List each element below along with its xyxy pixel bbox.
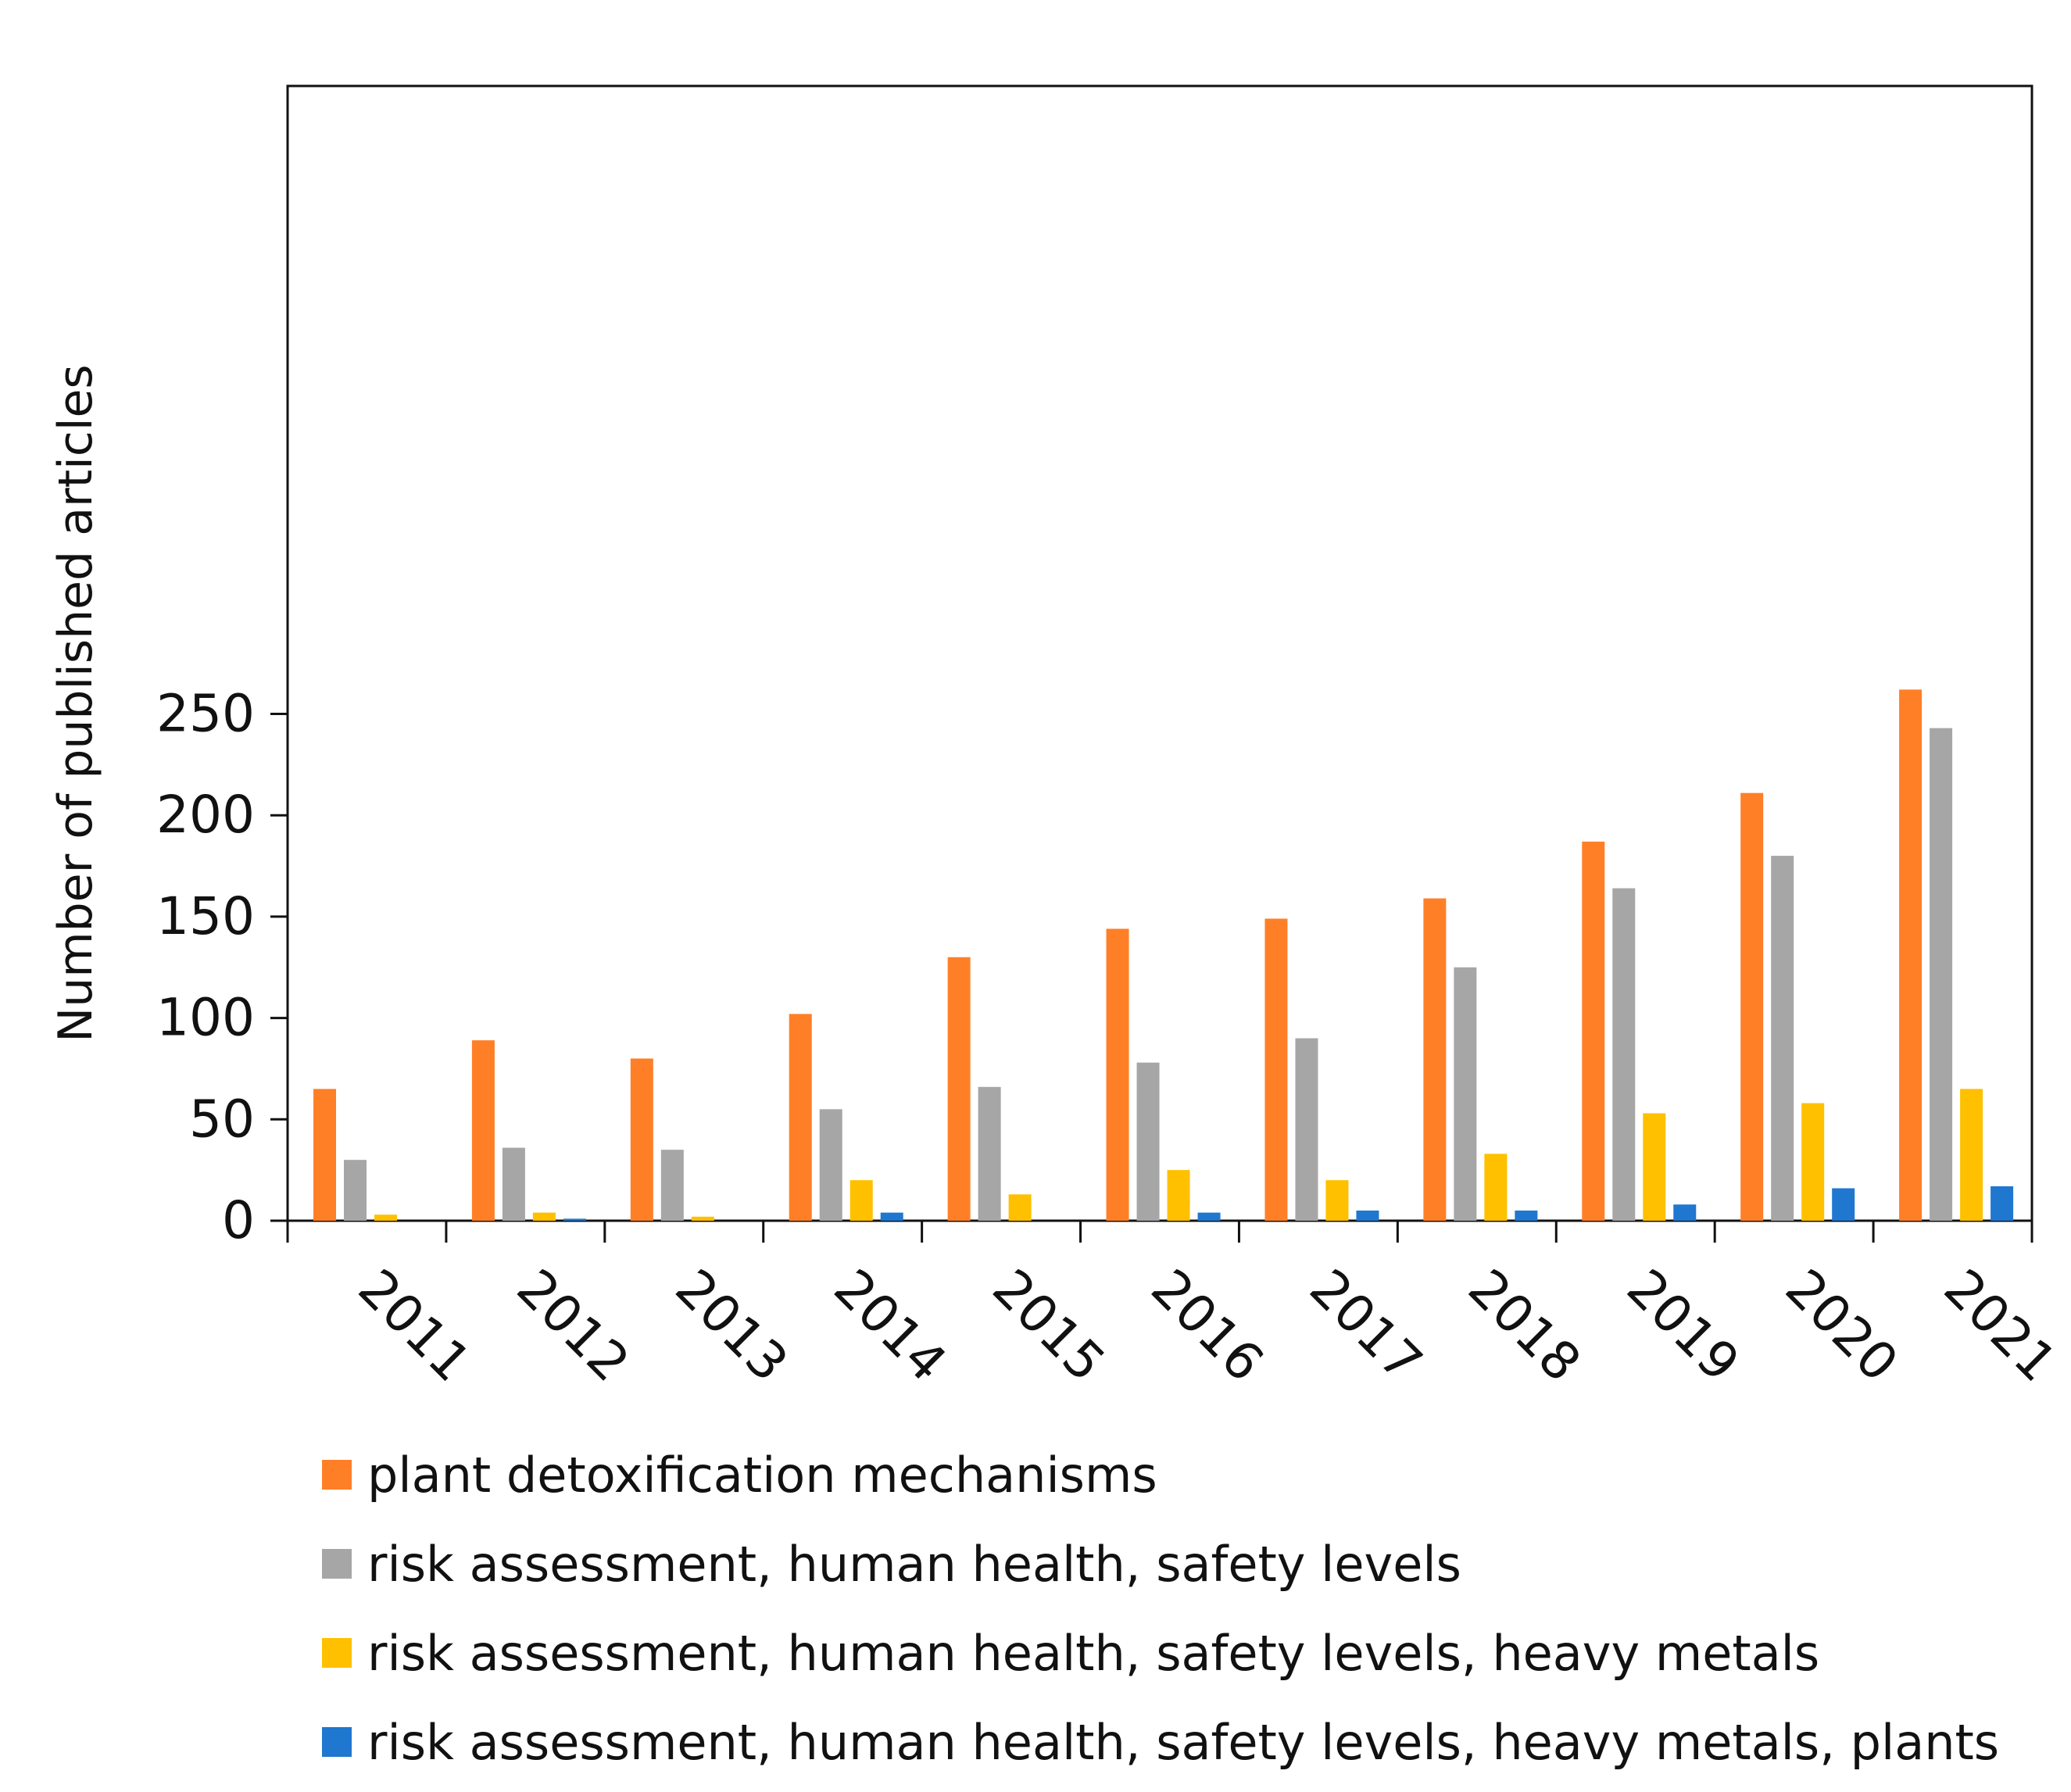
x-tick-label: 2021 xyxy=(1933,1257,2068,1393)
legend-label: risk assessment, human health, safety le… xyxy=(367,1624,1820,1682)
y-tick-label: 250 xyxy=(156,684,255,744)
bar-2019-series-4 xyxy=(1673,1204,1697,1221)
bar-2013-series-3 xyxy=(691,1216,714,1221)
legend-label: risk assessment, human health, safety le… xyxy=(367,1535,1461,1593)
bar-2014-series-2 xyxy=(819,1109,842,1221)
bar-series-group xyxy=(313,689,2014,1221)
bar-2017-series-4 xyxy=(1356,1211,1379,1221)
bar-2017-series-2 xyxy=(1295,1038,1318,1221)
y-axis: 0 50 100 150 200 250 xyxy=(156,684,288,1250)
bar-2018-series-1 xyxy=(1423,898,1447,1221)
y-tick-label: 100 xyxy=(156,988,255,1048)
bar-2014-series-1 xyxy=(789,1014,812,1221)
legend-item: risk assessment, human health, safety le… xyxy=(322,1697,1999,1787)
legend-swatch xyxy=(322,1460,352,1490)
legend-swatch xyxy=(322,1638,352,1668)
x-tick-label: 2012 xyxy=(506,1257,641,1393)
bar-2015-series-1 xyxy=(947,957,971,1221)
legend-label: plant detoxification mechanisms xyxy=(367,1446,1157,1504)
legend: plant detoxification mechanisms risk asse… xyxy=(322,1430,1999,1787)
legend-item: risk assessment, human health, safety le… xyxy=(322,1519,1999,1608)
x-tick-label: 2020 xyxy=(1774,1257,1909,1393)
x-tick-label: 2019 xyxy=(1615,1257,1751,1393)
bar-2021-series-3 xyxy=(1960,1089,1983,1221)
bar-2019-series-2 xyxy=(1612,888,1636,1221)
bar-2017-series-3 xyxy=(1325,1180,1349,1221)
bar-2012-series-3 xyxy=(532,1212,556,1221)
bar-2015-series-2 xyxy=(978,1086,1001,1221)
y-tick-label: 0 xyxy=(222,1190,255,1250)
bar-2016-series-4 xyxy=(1197,1212,1221,1221)
bar-2012-series-1 xyxy=(471,1040,495,1221)
bar-2011-series-1 xyxy=(313,1089,336,1221)
x-tick-label: 2014 xyxy=(822,1257,957,1393)
legend-item: plant detoxification mechanisms xyxy=(322,1430,1999,1519)
x-tick-label: 2015 xyxy=(981,1257,1116,1393)
bar-2021-series-1 xyxy=(1899,689,1923,1221)
bar-2017-series-1 xyxy=(1264,918,1288,1221)
bar-2019-series-3 xyxy=(1643,1113,1666,1221)
legend-swatch xyxy=(322,1727,352,1757)
y-tick-label: 200 xyxy=(156,785,255,845)
x-tick-label: 2013 xyxy=(664,1257,799,1393)
legend-item: risk assessment, human health, safety le… xyxy=(322,1608,1999,1697)
bar-2018-series-3 xyxy=(1484,1154,1508,1221)
x-tick-label: 2016 xyxy=(1139,1257,1275,1393)
bar-2020-series-3 xyxy=(1801,1103,1825,1221)
bar-2011-series-3 xyxy=(374,1214,397,1221)
y-axis-title: Number of published articles xyxy=(48,364,103,1042)
bar-2016-series-3 xyxy=(1167,1170,1190,1221)
y-tick-label: 150 xyxy=(156,886,255,946)
x-tick-label: 2017 xyxy=(1298,1257,1433,1393)
bar-2014-series-4 xyxy=(880,1212,903,1221)
bar-2018-series-2 xyxy=(1454,967,1477,1221)
x-tick-label: 2011 xyxy=(347,1257,482,1393)
legend-label: risk assessment, human health, safety le… xyxy=(367,1713,2000,1771)
bar-2020-series-1 xyxy=(1740,792,1764,1221)
bar-2011-series-2 xyxy=(344,1160,367,1221)
bar-2013-series-2 xyxy=(660,1150,684,1221)
bar-2019-series-1 xyxy=(1582,841,1605,1221)
bar-2012-series-4 xyxy=(563,1218,586,1221)
bar-chart: 0 50 100 150 200 250 2011 2012 2013 2014 2015 2016… xyxy=(48,84,2068,1393)
plot-frame xyxy=(286,84,2033,1222)
bar-2015-series-3 xyxy=(1008,1194,1032,1221)
legend-swatch xyxy=(322,1549,352,1579)
bar-2016-series-1 xyxy=(1106,928,1129,1221)
bar-2018-series-4 xyxy=(1515,1211,1538,1221)
bar-2016-series-2 xyxy=(1136,1062,1160,1221)
bar-2012-series-2 xyxy=(502,1147,525,1221)
bar-2020-series-2 xyxy=(1771,856,1794,1221)
bar-2014-series-3 xyxy=(850,1180,873,1221)
bar-2021-series-4 xyxy=(1991,1186,2014,1221)
x-tick-label: 2018 xyxy=(1457,1257,1592,1393)
bar-2013-series-1 xyxy=(630,1058,653,1221)
y-tick-label: 50 xyxy=(189,1089,255,1149)
bar-2021-series-2 xyxy=(1930,728,1953,1221)
x-axis: 2011 2012 2013 2014 2015 2016 2017 2018 2019 2020… xyxy=(286,1221,2068,1393)
bar-2020-series-4 xyxy=(1832,1188,1855,1221)
